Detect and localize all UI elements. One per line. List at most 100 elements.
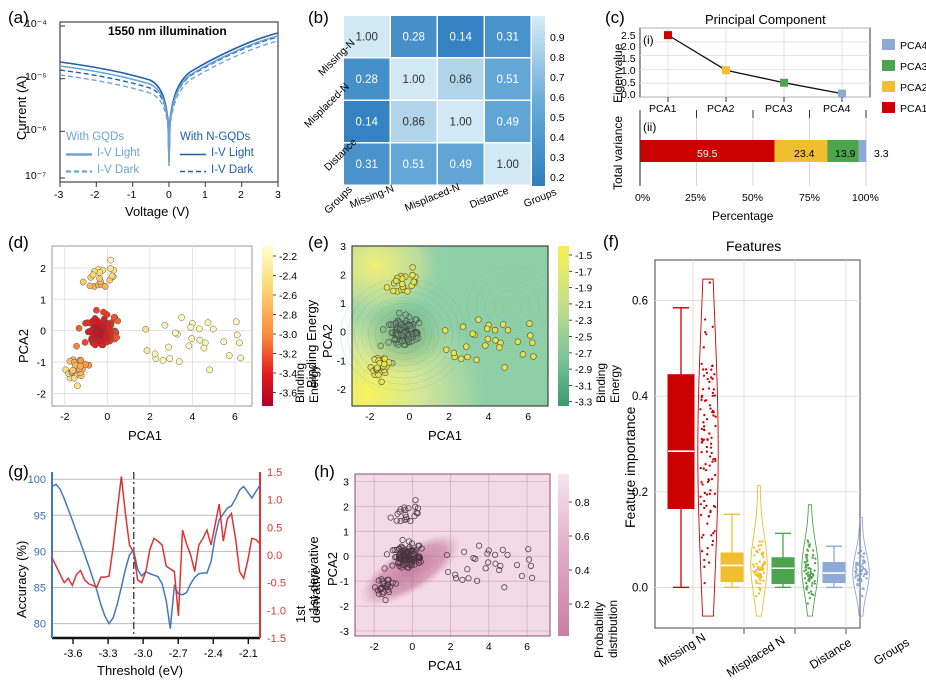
- svg-text:-0.5: -0.5: [267, 578, 286, 590]
- panel-c-eigtick-2: 1.5: [621, 53, 636, 65]
- panel-c-legend-label-2: PCA2: [900, 82, 926, 94]
- svg-text:-1: -1: [37, 357, 46, 369]
- svg-text:0.28: 0.28: [403, 32, 425, 44]
- svg-text:0.5: 0.5: [267, 522, 282, 534]
- panel-a-xtick-2: -1: [127, 189, 137, 201]
- panel-e: (e) -2 0 2 4 6 -2 -1 0 1 2 3 -1.5 -1.7 -1.9 -2.1 -2.3 -2…: [300, 228, 622, 458]
- panel-a-xtick-1: -2: [90, 189, 100, 201]
- panel-g: (g) 80 85 90 95 100 -1.5 -1.0 -0.5 0.0 0.5 1.0 1.5 -…: [0, 458, 323, 693]
- panel-c-comp-2: PCA3: [765, 103, 793, 115]
- panel-a-ytick-3: 10⁻⁷: [25, 170, 47, 182]
- panel-g-dual-axis: 80 85 90 95 100 -1.5 -1.0 -0.5 0.0 0.5 1.0 1.5 -3.6 -…: [28, 467, 286, 660]
- panel-c-comp-0: PCA1: [649, 103, 677, 115]
- panel-b-cbtick-0: 0.9: [550, 32, 565, 44]
- panel-a-xtick-3: 0: [166, 189, 172, 201]
- svg-text:-2.8: -2.8: [279, 310, 297, 322]
- svg-text:-2: -2: [60, 411, 69, 423]
- svg-text:-2.7: -2.7: [169, 648, 188, 660]
- svg-text:-2.2: -2.2: [279, 251, 297, 263]
- panel-c-pcttick-2: 50%: [742, 192, 764, 204]
- svg-text:0.6: 0.6: [632, 296, 648, 308]
- svg-text:2: 2: [343, 501, 349, 513]
- svg-text:0.0: 0.0: [632, 582, 648, 594]
- panel-d: (d) -2 0 2 4 6 -2 -1 0 1 2 -2.2 -2.4 -2.6 -2.8 -3.0 -3.…: [0, 228, 321, 458]
- panel-h-label: (h): [314, 462, 335, 481]
- panel-c-pcttick-3: 75%: [799, 192, 821, 204]
- svg-text:-3.6: -3.6: [279, 388, 297, 400]
- svg-text:-2: -2: [369, 641, 378, 653]
- svg-text:1.00: 1.00: [403, 74, 425, 86]
- panel-c-xlabel: Percentage: [712, 209, 774, 223]
- svg-text:2: 2: [147, 411, 153, 423]
- svg-text:0.2: 0.2: [575, 599, 590, 611]
- svg-text:1.5: 1.5: [267, 467, 282, 479]
- svg-text:0.31: 0.31: [356, 159, 378, 171]
- svg-text:2: 2: [340, 270, 346, 282]
- svg-text:-2: -2: [37, 388, 46, 400]
- panel-c-legend-swatch-pca1: [882, 102, 895, 113]
- panel-c: (c) Principal Component (i) (ii) Eigenva…: [600, 0, 926, 228]
- panel-c-legend-label-0: PCA4: [900, 40, 926, 52]
- panel-g-ylabel-left: Accuracy (%): [14, 540, 29, 618]
- svg-text:0.8: 0.8: [575, 497, 590, 509]
- panel-h: (h) -2 0 2 4 6 -3 -2 -1 0 1 2 3 0.8 0.6 0.4 0.2 PCA1 PC…: [300, 458, 620, 693]
- panel-a-legend-1-1: I-V Dark: [211, 164, 254, 176]
- panel-a-legend-line-dashed-ngqd: [180, 170, 206, 173]
- panel-c-pcttick-4: 100%: [852, 192, 879, 204]
- svg-text:-3.3: -3.3: [99, 648, 118, 660]
- panel-c-legend-label-1: PCA3: [900, 61, 926, 73]
- svg-text:0.49: 0.49: [450, 159, 472, 171]
- panel-f-label: (f): [603, 232, 620, 251]
- panel-c-var-0: 59.5: [697, 148, 718, 160]
- svg-text:1: 1: [343, 526, 349, 538]
- panel-g-xlabel: Threshold (eV): [97, 663, 183, 678]
- panel-a-legend-0-0: I-V Light: [97, 147, 140, 159]
- svg-text:-3: -3: [340, 626, 349, 638]
- panel-c-eigtick-5: 0.0: [621, 89, 636, 101]
- panel-c-eigtick-4: 0.5: [621, 77, 636, 89]
- panel-c-sub-ii: (ii): [643, 120, 657, 134]
- svg-text:0.4: 0.4: [575, 565, 590, 577]
- panel-c-pcttick-0: 0%: [635, 192, 651, 204]
- panel-a-xlabel: Voltage (V): [125, 204, 190, 219]
- svg-text:-1.5: -1.5: [575, 251, 593, 262]
- panel-c-var-2: 13.9: [835, 148, 856, 160]
- panel-b-cbtick-1: 0.8: [550, 52, 565, 64]
- svg-text:0: 0: [40, 326, 46, 338]
- svg-text:-2.1: -2.1: [239, 648, 258, 660]
- panel-a-label: (a): [8, 8, 29, 27]
- svg-text:4: 4: [190, 411, 196, 423]
- panel-h-ylabel: PCA2: [325, 552, 340, 586]
- svg-text:0.2: 0.2: [632, 487, 648, 499]
- panel-a-ylabel: Current (A): [14, 75, 29, 140]
- panel-c-var-3: 3.3: [874, 148, 889, 160]
- panel-a-legend-line-dashed-gqd: [66, 170, 92, 173]
- panel-e-contour: -2 0 2 4 6 -2 -1 0 1 2 3 -1.5 -1.7 -1.9 -2.1 -2.3 -2.5 -2…: [337, 241, 593, 423]
- panel-b-cbtick-2: 0.7: [550, 72, 565, 84]
- svg-text:0.28: 0.28: [356, 74, 378, 86]
- panel-g-label: (g): [8, 462, 29, 481]
- panel-a-ytick-2: 10⁻⁶: [25, 124, 47, 136]
- svg-text:0.6: 0.6: [575, 531, 590, 543]
- svg-text:-2: -2: [365, 411, 374, 423]
- svg-text:-2.4: -2.4: [279, 271, 297, 283]
- panel-a-plot: [59, 21, 279, 187]
- panel-b-cbtick-4: 0.5: [550, 112, 565, 124]
- svg-text:1.00: 1.00: [356, 32, 378, 44]
- svg-text:-2.3: -2.3: [575, 316, 593, 327]
- panel-c-legend-label-3: PCA1: [900, 103, 926, 115]
- panel-c-title: Principal Component: [705, 12, 826, 27]
- panel-b-label: (b): [308, 8, 329, 27]
- panel-c-pcttick-1: 25%: [685, 192, 707, 204]
- svg-text:0.14: 0.14: [356, 117, 379, 129]
- panel-a-xtick-0: -3: [54, 189, 64, 201]
- svg-text:-2: -2: [340, 601, 349, 613]
- svg-text:-1.5: -1.5: [267, 633, 286, 645]
- svg-text:85: 85: [34, 582, 46, 594]
- panel-a-legend-1-0: I-V Light: [211, 147, 254, 159]
- svg-text:95: 95: [34, 510, 46, 522]
- svg-text:-3.3: -3.3: [575, 398, 593, 409]
- svg-text:-1: -1: [337, 355, 346, 367]
- svg-text:0.51: 0.51: [497, 74, 519, 86]
- panel-h-probability: -2 0 2 4 6 -3 -2 -1 0 1 2 3 0.8 0.6 0.4 0.2: [340, 473, 590, 653]
